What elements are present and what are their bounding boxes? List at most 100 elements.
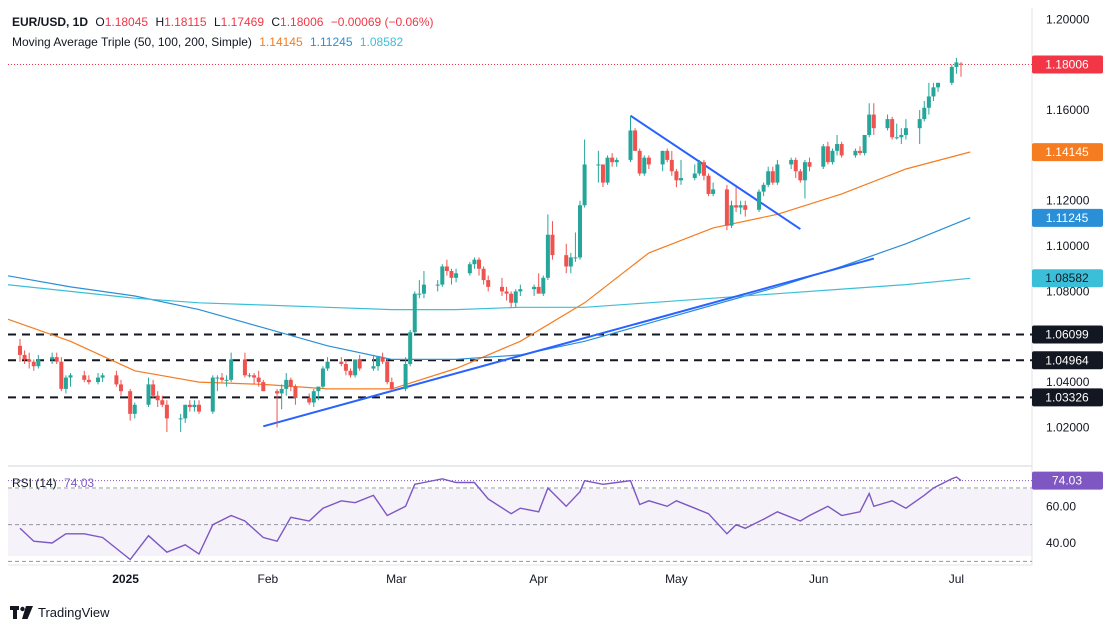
candle-body[interactable] [288, 379, 293, 387]
candle-body[interactable] [757, 191, 762, 210]
candle-body[interactable] [821, 146, 826, 167]
candle-body[interactable] [467, 264, 472, 274]
candle-body[interactable] [275, 391, 280, 394]
candle-body[interactable] [513, 291, 518, 303]
candle-body[interactable] [545, 234, 550, 278]
candle-body[interactable] [798, 171, 803, 181]
candle-body[interactable] [697, 162, 702, 174]
candle-body[interactable] [178, 418, 183, 420]
candle-body[interactable] [674, 171, 679, 181]
trendline[interactable] [263, 257, 875, 428]
candle-body[interactable] [357, 359, 362, 369]
candle-body[interactable] [454, 273, 459, 278]
candle-body[interactable] [417, 293, 422, 295]
candle-body[interactable] [692, 173, 697, 179]
candle-body[interactable] [146, 384, 151, 405]
moving-average-line[interactable] [6, 277, 971, 311]
candle-body[interactable] [839, 144, 844, 156]
candle-body[interactable] [210, 377, 215, 412]
legend-ma-title[interactable]: Moving Average Triple (50, 100, 200, Sim… [12, 35, 252, 49]
candle-body[interactable] [59, 361, 64, 389]
candle-body[interactable] [536, 286, 541, 294]
candle-body[interactable] [252, 375, 257, 378]
candle-body[interactable] [894, 137, 899, 139]
candle-body[interactable] [385, 361, 390, 383]
candle-body[interactable] [403, 363, 408, 389]
candle-body[interactable] [518, 289, 523, 292]
candle-body[interactable] [770, 171, 775, 183]
trendline[interactable] [629, 114, 801, 230]
candle-body[interactable] [706, 175, 711, 194]
candle-body[interactable] [132, 404, 137, 414]
candle-body[interactable] [917, 119, 922, 129]
candle-body[interactable] [339, 361, 344, 364]
candle-body[interactable] [36, 359, 41, 367]
candle-body[interactable] [890, 119, 895, 138]
candle-body[interactable] [160, 400, 165, 405]
candle-body[interactable] [348, 370, 353, 376]
candle-body[interactable] [229, 359, 234, 380]
candle-body[interactable] [389, 382, 394, 389]
candle-body[interactable] [311, 391, 316, 403]
candle-body[interactable] [775, 164, 780, 183]
candle-body[interactable] [564, 255, 569, 267]
candle-body[interactable] [31, 361, 36, 367]
rsi-line[interactable] [19, 476, 962, 561]
candle-body[interactable] [68, 375, 73, 378]
candle-body[interactable] [711, 189, 716, 194]
candle-body[interactable] [761, 184, 766, 192]
candle-body[interactable] [440, 266, 445, 285]
candle-body[interactable] [724, 189, 729, 226]
candle-body[interactable] [307, 397, 312, 403]
candle-body[interactable] [118, 384, 123, 392]
candle-body[interactable] [885, 119, 890, 129]
candle-body[interactable] [678, 178, 683, 181]
candle-body[interactable] [807, 162, 812, 167]
candle-body[interactable] [27, 359, 32, 362]
candle-body[interactable] [532, 286, 537, 290]
candle-body[interactable] [743, 205, 748, 210]
candle-body[interactable] [738, 205, 743, 208]
candle-body[interactable] [610, 157, 615, 163]
candle-body[interactable] [96, 377, 101, 383]
legend-rsi-title[interactable]: RSI (14) [12, 476, 57, 490]
candle-body[interactable] [835, 144, 840, 151]
candle-body[interactable] [509, 293, 514, 303]
candle-body[interactable] [578, 205, 583, 258]
candle-body[interactable] [477, 259, 482, 269]
candle-body[interactable] [614, 159, 619, 163]
candle-body[interactable] [54, 357, 59, 362]
candle-body[interactable] [472, 259, 477, 265]
candle-body[interactable] [499, 286, 504, 292]
candle-body[interactable] [486, 280, 491, 287]
candle-body[interactable] [316, 386, 321, 392]
candle-body[interactable] [936, 82, 941, 88]
candle-body[interactable] [701, 162, 706, 176]
candle-body[interactable] [86, 379, 91, 383]
legend-rsi[interactable]: RSI (14) 74.03 [12, 476, 98, 490]
candle-body[interactable] [642, 157, 647, 174]
candle-body[interactable] [320, 368, 325, 387]
candle-body[interactable] [582, 164, 587, 206]
candle-body[interactable] [155, 395, 160, 401]
candle-body[interactable] [197, 404, 202, 412]
candle-body[interactable] [219, 377, 224, 380]
candle-body[interactable] [279, 388, 284, 394]
candle-body[interactable] [449, 271, 454, 278]
candle-body[interactable] [669, 159, 674, 172]
candle-body[interactable] [573, 257, 578, 259]
candle-body[interactable] [789, 159, 794, 165]
candle-body[interactable] [853, 150, 858, 156]
candle-body[interactable] [766, 171, 771, 185]
candle-body[interactable] [568, 257, 573, 267]
candle-body[interactable] [637, 150, 642, 174]
candle-body[interactable] [151, 384, 156, 396]
moving-average-line[interactable] [6, 151, 971, 390]
candle-body[interactable] [646, 157, 651, 165]
candle-body[interactable] [954, 62, 959, 67]
candle-body[interactable] [949, 66, 954, 83]
candle-body[interactable] [871, 114, 876, 129]
candle-body[interactable] [600, 164, 605, 183]
candle-body[interactable] [261, 382, 266, 392]
candle-body[interactable] [481, 268, 486, 281]
